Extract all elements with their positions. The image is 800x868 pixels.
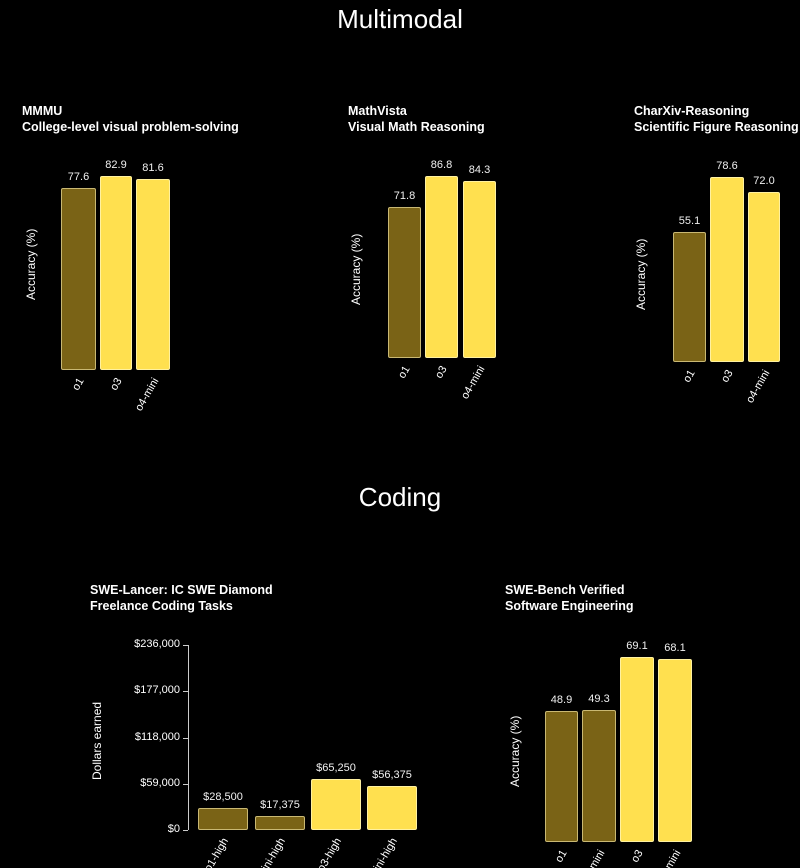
data-label: 77.6 [67,171,90,184]
x-tick-label: o4-mini [132,376,162,414]
data-label: 82.9 [105,158,127,171]
x-label-clip: o4-mini-high [287,830,417,868]
chart-subtitle: College-level visual problem-solving [22,120,239,134]
bar-o4-mini [136,178,170,370]
x-tick-label: o4-mini [743,368,773,406]
data-label: 49.3 [588,692,610,705]
y-tick-label: $118,000 [134,730,180,743]
y-tick-mark [183,737,188,739]
data-label: 48.9 [550,693,573,706]
bar-o4-mini-high [367,785,417,830]
data-label: $65,250 [316,761,356,774]
data-label: 81.6 [142,161,164,174]
chart-title-text: SWE-Lancer: IC SWE Diamond [90,583,273,597]
y-tick-mark [183,645,188,646]
bar-o4-mini [748,192,780,362]
data-label: 71.8 [393,190,416,203]
bar-o3 [620,656,654,842]
data-label: $56,375 [372,768,412,781]
chart-subtitle: Software Engineering [505,599,634,613]
y-axis-label: Accuracy (%) [24,228,38,300]
y-tick-label: $177,000 [134,684,180,697]
data-label: $17,375 [260,799,300,812]
data-label: 72.0 [753,175,775,188]
x-tick-label: o4-mini [459,364,488,402]
y-tick-label: $0 [167,823,180,835]
data-label: 69.1 [626,639,648,652]
chart-title: MathVista Visual Math Reasoning [348,103,485,135]
bar-o3 [425,175,458,358]
x-label-clip: o4-mini [56,370,170,430]
data-label: $28,500 [203,790,243,803]
y-axis-label: Accuracy (%) [349,233,363,305]
bar-o3-mini [582,709,616,842]
chart-title-text: CharXiv-Reasoning [634,104,750,118]
x-tick-label: o4-mini [654,848,684,868]
bar-o4-mini [658,659,692,842]
bar-o1 [61,188,96,370]
data-label: 84.3 [468,163,491,176]
y-axis-label: Accuracy (%) [508,715,522,787]
chart-subtitle: Scientific Figure Reasoning [634,120,799,134]
bar-o3-mini-high [255,816,305,830]
y-tick-mark [183,691,188,693]
x-label-clip: o4-mini [383,358,496,418]
chart-title: CharXiv-Reasoning Scientific Figure Reaso… [634,103,799,135]
chart-title: SWE-Bench Verified Software Engineering [505,582,634,614]
y-tick-label: $59,000 [140,776,180,789]
bar-o3 [710,176,744,362]
data-label: 68.1 [664,642,686,655]
chart-title-text: MathVista [348,104,407,118]
data-label: 86.8 [430,158,453,171]
x-tick-label: o4-mini-high [359,836,401,868]
chart-subtitle: Visual Math Reasoning [348,120,485,134]
bar-o1 [545,710,578,842]
section-title-coding: Coding [358,482,442,512]
data-label: 78.6 [716,159,738,172]
x-label-clip: o4-mini [578,842,692,868]
chart-title-text: MMMU [22,104,63,118]
x-label-clip: o4-mini [668,362,780,422]
chart-subtitle: Freelance Coding Tasks [90,599,233,613]
y-axis-line [188,645,189,830]
section-title-multimodal: Multimodal [337,4,463,34]
bar-o4-mini [463,180,496,358]
chart-title-text: SWE-Bench Verified [505,583,625,597]
bar-o1 [388,207,421,358]
bar-o3-high [311,778,361,830]
bar-o1-high [198,807,248,830]
y-tick-mark [183,783,188,785]
bar-o1 [673,231,706,362]
chart-title: SWE-Lancer: IC SWE Diamond Freelance Codi… [90,582,273,614]
y-tick-mark [183,830,188,831]
data-label: 55.1 [678,214,701,227]
y-tick-label: $236,000 [134,638,180,650]
y-axis-label: Accuracy (%) [634,238,648,310]
bar-o3 [100,175,132,370]
chart-title: MMMU College-level visual problem-solving [22,103,239,135]
